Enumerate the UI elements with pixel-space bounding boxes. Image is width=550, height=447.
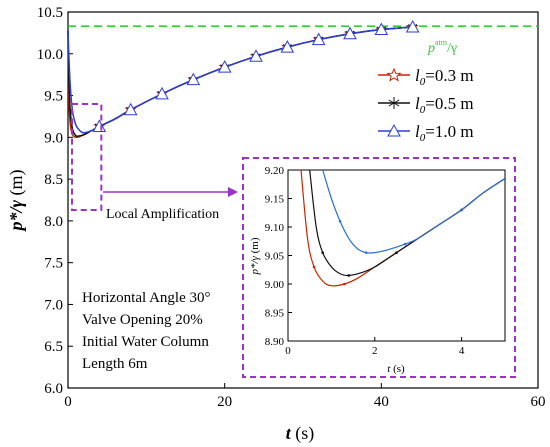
inset-point-2-11 xyxy=(460,208,463,212)
main-y-tick-label-0: 6.0 xyxy=(44,381,63,397)
main-y-tick-label-8: 10.0 xyxy=(37,47,63,63)
main-point-2-11 xyxy=(155,86,169,100)
inset-point-0-2 xyxy=(312,265,316,269)
main-point-2-10 xyxy=(123,102,138,116)
main-series-group xyxy=(67,19,420,139)
main-point-2-17 xyxy=(343,26,357,40)
main-plot-frame xyxy=(67,11,539,389)
main-x-tick-label-3: 60 xyxy=(531,394,546,410)
main-y-tick-label-4: 8.0 xyxy=(44,214,63,230)
inset-point-1-2 xyxy=(321,251,325,254)
inset-point-0-5 xyxy=(343,282,346,286)
condition-line-3: Length 6m xyxy=(82,356,148,372)
inset-series-group xyxy=(300,170,505,287)
inset-y-tick-label-5: 9.15 xyxy=(265,194,285,206)
main-y-tick-label-1: 6.5 xyxy=(44,339,63,355)
inset-x-axis-label: t (s) xyxy=(387,363,405,375)
zoom-annotation-label: Local Amplification xyxy=(106,207,219,222)
legend-item-2: l0=1.0 m xyxy=(378,122,474,144)
inset-axes: 0 2 4 8.90 8.95 9.00 9.05 9.10 9.15 9.20 xyxy=(265,165,465,357)
main-y-tick-label-5: 8.5 xyxy=(44,172,63,188)
main-y-tick-label-3: 7.5 xyxy=(44,256,63,272)
inset-plot-frame xyxy=(287,169,506,342)
inset-y-tick-label-6: 9.20 xyxy=(265,165,285,177)
main-y-tick-label-6: 9.0 xyxy=(44,130,63,146)
inset-x-tick-label-1: 2 xyxy=(372,345,378,357)
inset-y-tick-label-2: 9.00 xyxy=(265,279,285,291)
main-series-2 xyxy=(67,19,420,134)
legend-item-0: l0=0.3 m xyxy=(378,66,474,88)
main-y-tick-label-2: 7.0 xyxy=(44,297,63,313)
main-series-line-1 xyxy=(67,26,413,138)
reference-line-label: patm/γ xyxy=(427,38,457,56)
legend-label-1: l0=0.5 m xyxy=(415,94,474,116)
main-point-2-13 xyxy=(217,60,232,73)
main-series-line-2 xyxy=(67,26,413,134)
inset-x-tick-label-0: 0 xyxy=(285,345,291,357)
main-series-line-0 xyxy=(67,26,413,139)
condition-line-1: Valve Opening 20% xyxy=(82,312,203,328)
main-point-2-12 xyxy=(186,72,201,86)
main-y-tick-label-7: 9.5 xyxy=(44,89,63,105)
inset-y-tick-label-4: 9.10 xyxy=(265,222,285,234)
legend-marker-triangle xyxy=(387,123,401,137)
inset-y-axis-label: p*/γ (m) xyxy=(249,237,261,275)
condition-line-0: Horizontal Angle 30° xyxy=(82,290,210,306)
inset-point-1-8 xyxy=(395,251,398,254)
inset-point-1-5 xyxy=(347,274,351,277)
inset-point-2-2 xyxy=(338,220,342,223)
main-x-tick-label-2: 40 xyxy=(374,394,389,410)
legend-marker-star xyxy=(386,67,402,82)
inset-y-tick-label-3: 9.05 xyxy=(265,251,285,263)
inset-y-tick-label-1: 8.95 xyxy=(265,308,285,320)
conditions-text: Horizontal Angle 30° Valve Opening 20% I… xyxy=(82,290,210,372)
zoom-arrow xyxy=(103,187,238,197)
main-x-tick-label-1: 20 xyxy=(217,394,232,410)
main-series-0 xyxy=(67,20,419,139)
inset-y-tick-label-0: 8.90 xyxy=(265,336,285,348)
main-point-2-16 xyxy=(311,32,326,46)
main-y-tick-label-9: 10.5 xyxy=(37,5,63,21)
legend-marker-asterisk xyxy=(388,97,400,109)
main-axes: 0 20 40 606.06.57.07.58.08.59.09.510.010.5 xyxy=(37,5,546,410)
inset-point-2-8 xyxy=(403,242,407,246)
main-x-axis-label: t (s) xyxy=(286,423,315,444)
legend-item-1: l0=0.5 m xyxy=(378,94,474,116)
inset-x-tick-label-2: 4 xyxy=(459,345,465,357)
legend-label-2: l0=1.0 m xyxy=(415,122,474,144)
inset-point-2-5 xyxy=(364,251,368,254)
main-point-2-18 xyxy=(374,22,389,36)
legend: l0=0.3 m l0=0.5 m l0=1.0 m xyxy=(372,62,528,148)
main-point-2-19 xyxy=(405,19,420,33)
zoom-region-box xyxy=(71,103,103,211)
legend-label-0: l0=0.3 m xyxy=(415,66,474,88)
condition-line-2: Initial Water Column xyxy=(82,334,209,350)
main-y-axis-label: p*/γ (m) xyxy=(6,170,27,233)
main-x-tick-label-0: 0 xyxy=(64,394,72,410)
inset-series-line-2 xyxy=(322,170,505,254)
main-point-2-15 xyxy=(280,40,295,53)
main-series-1 xyxy=(67,22,418,138)
main-point-2-14 xyxy=(249,49,263,62)
